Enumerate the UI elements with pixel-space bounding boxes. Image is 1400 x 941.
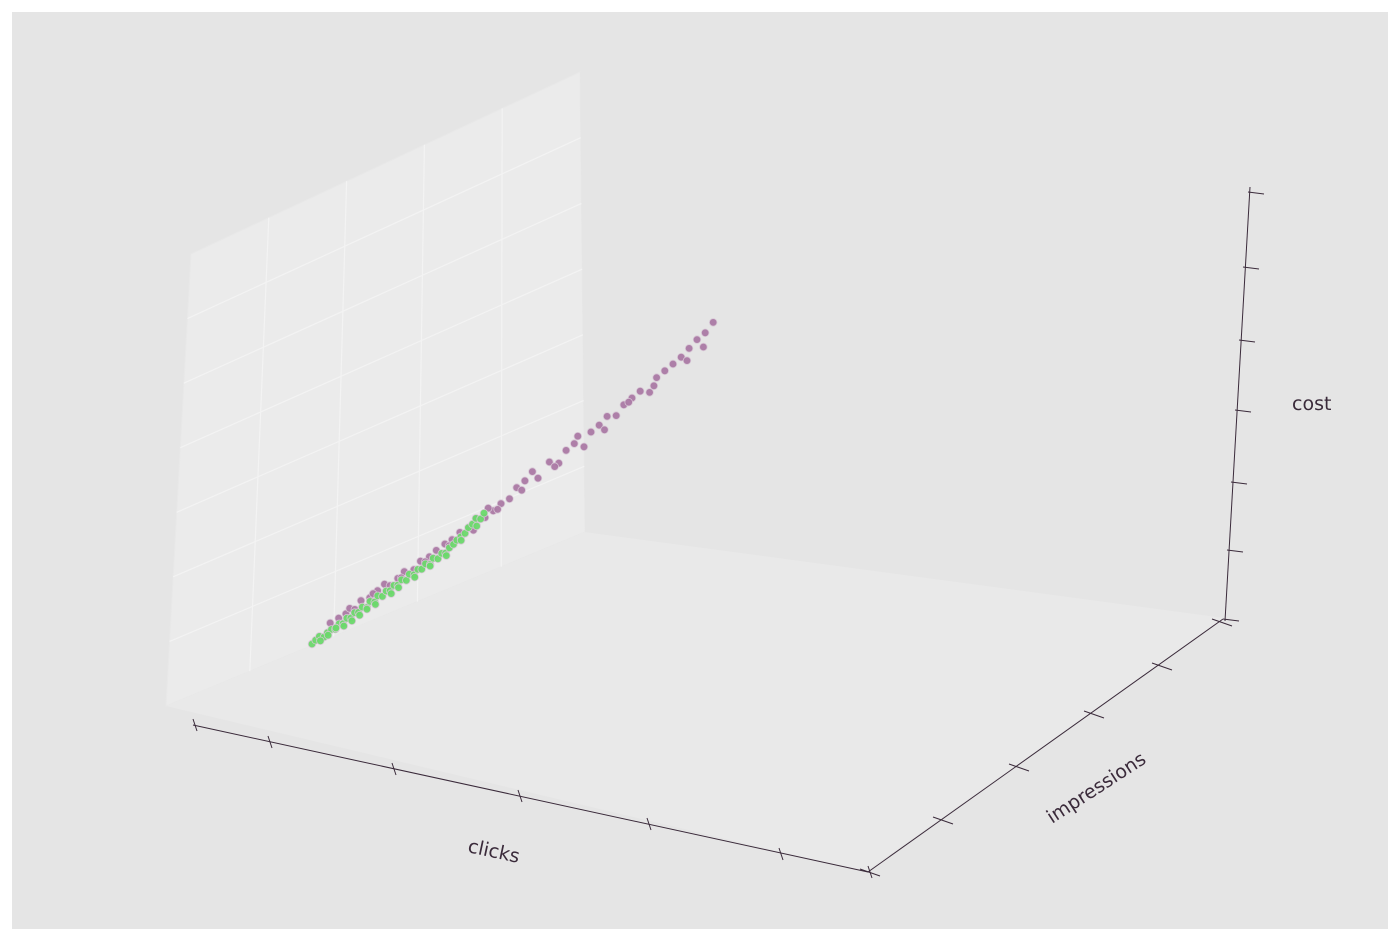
scatter-point: [425, 561, 435, 571]
axis-tick: [1211, 618, 1233, 627]
grid-line: [187, 137, 581, 320]
grid-line: [176, 334, 584, 513]
grid-line: [172, 400, 584, 578]
axis-tick: [517, 789, 523, 803]
scatter-point: [624, 398, 633, 407]
axis-tick: [646, 817, 652, 831]
scatter-point: [456, 536, 466, 545]
grid-line: [183, 202, 582, 384]
grid-line: [500, 108, 503, 567]
scatter-point: [394, 583, 403, 592]
scatter-point: [668, 359, 678, 369]
scatter-point: [316, 636, 325, 645]
scatter-point: [479, 509, 489, 518]
grid-line: [333, 181, 348, 637]
scatter-point: [410, 573, 419, 582]
scatter-point: [472, 521, 481, 531]
axis-tick: [778, 847, 784, 861]
grid-line: [249, 217, 270, 672]
axis-tick: [391, 762, 397, 776]
scatter-point: [520, 476, 530, 485]
scatter-point: [442, 551, 451, 560]
axis-tick: [932, 816, 954, 825]
scatter-point: [652, 373, 661, 382]
chart-frame: clicks impressions cost: [12, 12, 1388, 929]
scatter-point: [645, 388, 654, 397]
scatter-point: [362, 605, 372, 614]
y-axis-line: [867, 618, 1224, 873]
scatter-point: [331, 623, 341, 633]
scatter-point: [347, 616, 357, 625]
grid-lines: [169, 108, 585, 672]
scatter-point: [701, 328, 710, 337]
scatter-point: [561, 446, 571, 455]
scatter-point: [371, 600, 380, 609]
y-axis-label: impressions: [1043, 748, 1150, 828]
axis-tick: [1222, 618, 1240, 622]
scatter-point: [493, 505, 502, 514]
scatter-point: [602, 412, 612, 421]
axis-tick: [192, 718, 198, 732]
scatter-point: [550, 462, 559, 471]
grid-line: [169, 465, 585, 642]
scatter-point: [684, 344, 694, 353]
chart-3d-scatter: clicks impressions cost: [165, 71, 1331, 879]
scatter-point: [636, 387, 645, 396]
scatter-point: [660, 366, 669, 375]
pane-back-right: [580, 72, 1250, 618]
scatter-point: [517, 486, 526, 495]
scatter-points: [307, 318, 718, 649]
scatter-point: [387, 589, 396, 598]
axis-tick: [1226, 549, 1244, 553]
x-axis-line: [192, 724, 869, 873]
scatter-point: [533, 474, 543, 483]
axis-tick: [1230, 481, 1248, 485]
axis-tick: [1238, 339, 1256, 343]
scatter-point: [579, 442, 589, 451]
scatter-point: [682, 356, 692, 365]
scatter-point: [339, 621, 348, 631]
axis-tick: [1151, 662, 1173, 671]
scatter-point: [573, 432, 582, 441]
scatter-point: [595, 421, 604, 430]
z-axis-label: cost: [1292, 393, 1331, 415]
scatter-point: [570, 439, 579, 448]
grid-line: [180, 268, 583, 449]
axis-tick: [1242, 266, 1260, 270]
x-axis-label: clicks: [466, 835, 522, 867]
axis-tick: [1083, 710, 1105, 719]
scatter-point: [545, 457, 554, 467]
scatter-point: [505, 494, 514, 503]
scatter-point: [649, 381, 659, 390]
pane-floor: [166, 532, 1225, 872]
axis-tick: [1008, 763, 1030, 772]
scatter-point: [612, 411, 621, 420]
axis-tick: [859, 868, 881, 877]
scatter-point: [586, 427, 596, 437]
axis-tick: [1247, 191, 1265, 195]
grid-line: [416, 144, 425, 602]
axis-ticks: [192, 191, 1265, 879]
scatter-point: [528, 467, 537, 476]
scatter-point: [600, 425, 609, 434]
axis-tick: [1234, 409, 1252, 413]
scatter-point: [709, 318, 718, 327]
scatter-point: [699, 342, 708, 352]
scatter-point: [323, 631, 333, 640]
axis-tick: [267, 735, 273, 749]
z-axis-line: [1224, 186, 1251, 622]
scatter-point: [692, 335, 702, 344]
scatter-point: [355, 611, 364, 620]
